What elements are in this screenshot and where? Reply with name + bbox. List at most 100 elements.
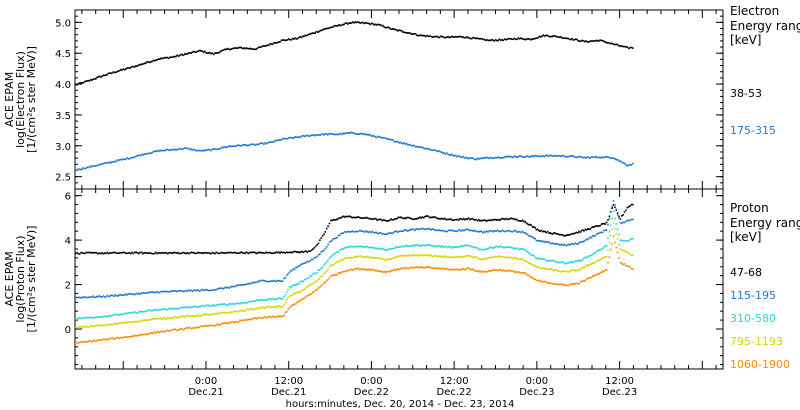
data-point: [248, 300, 250, 303]
data-point: [520, 155, 522, 157]
legend-title-line: [keV]: [730, 230, 761, 244]
data-point: [316, 31, 319, 33]
data-point: [353, 22, 355, 24]
data-point: [472, 230, 475, 232]
data-point: [358, 21, 360, 24]
data-point: [132, 156, 135, 159]
data-point: [425, 244, 427, 247]
data-point: [439, 229, 441, 232]
data-point: [187, 289, 190, 291]
data-point: [330, 256, 332, 258]
data-point: [457, 255, 460, 258]
data-point: [602, 257, 604, 260]
data-point: [534, 237, 536, 240]
data-point: [312, 273, 314, 275]
data-point: [111, 252, 114, 254]
data-point: [305, 295, 307, 298]
data-point: [503, 218, 505, 220]
data-point: [442, 229, 445, 232]
data-point: [255, 143, 258, 146]
data-point: [244, 319, 246, 321]
data-point: [297, 283, 300, 285]
data-point: [569, 270, 572, 272]
y-tick-label: 4.0: [55, 80, 71, 91]
data-point: [96, 339, 98, 342]
data-point: [77, 317, 80, 320]
data-point: [457, 36, 459, 38]
data-point: [107, 339, 110, 341]
data-point: [315, 30, 318, 33]
data-point: [539, 257, 541, 260]
data-point: [400, 30, 403, 32]
data-point: [483, 157, 486, 159]
data-point: [187, 52, 190, 54]
data-point: [216, 148, 219, 151]
data-point: [508, 246, 510, 248]
data-point: [300, 299, 302, 301]
data-point: [514, 271, 516, 274]
data-point: [300, 251, 302, 253]
data-point: [486, 219, 489, 222]
data-point: [546, 282, 549, 284]
data-point: [597, 225, 599, 227]
data-point: [515, 271, 518, 273]
data-point: [451, 247, 454, 249]
data-point: [90, 341, 93, 343]
data-point: [120, 158, 122, 161]
data-point: [427, 148, 429, 150]
data-point: [600, 258, 603, 260]
data-point: [140, 311, 143, 313]
data-point: [172, 252, 174, 254]
data-point: [561, 244, 564, 246]
data-point: [626, 264, 629, 267]
data-point: [198, 326, 200, 328]
data-point: [320, 133, 323, 136]
data-point: [140, 292, 143, 294]
data-point: [135, 320, 137, 323]
data-point: [186, 53, 189, 55]
data-point: [380, 24, 383, 27]
data-point: [449, 154, 452, 156]
data-point: [290, 286, 292, 289]
data-point: [337, 271, 340, 274]
data-point: [556, 283, 559, 286]
data-point: [262, 306, 264, 308]
data-point: [82, 252, 85, 254]
data-point: [289, 136, 291, 139]
data-point: [496, 246, 499, 248]
data-point: [617, 159, 620, 162]
data-point: [314, 134, 316, 137]
data-point: [331, 264, 333, 266]
data-point: [357, 216, 360, 218]
data-point: [174, 316, 177, 318]
data-point: [89, 316, 91, 319]
data-point: [316, 134, 319, 136]
data-point: [87, 166, 90, 169]
data-point: [394, 256, 396, 259]
data-point: [273, 42, 275, 44]
data-point: [239, 319, 241, 322]
data-point: [85, 325, 88, 327]
data-point: [391, 247, 394, 250]
data-point: [106, 73, 108, 76]
data-point: [479, 230, 481, 232]
data-point: [241, 284, 244, 286]
data-point: [496, 256, 499, 258]
data-point: [480, 248, 483, 251]
data-point: [325, 279, 328, 282]
data-point: [583, 257, 585, 259]
data-point: [377, 23, 379, 26]
data-point: [91, 79, 93, 81]
data-point: [293, 303, 296, 305]
data-point: [381, 248, 384, 251]
data-point: [439, 35, 442, 38]
data-point: [621, 161, 624, 164]
data-point: [446, 268, 449, 270]
data-point: [476, 230, 479, 233]
data-point: [325, 270, 328, 272]
data-point: [342, 232, 345, 234]
data-point: [444, 217, 446, 220]
data-point: [314, 32, 316, 34]
data-point: [465, 268, 467, 271]
data-point: [486, 231, 489, 233]
